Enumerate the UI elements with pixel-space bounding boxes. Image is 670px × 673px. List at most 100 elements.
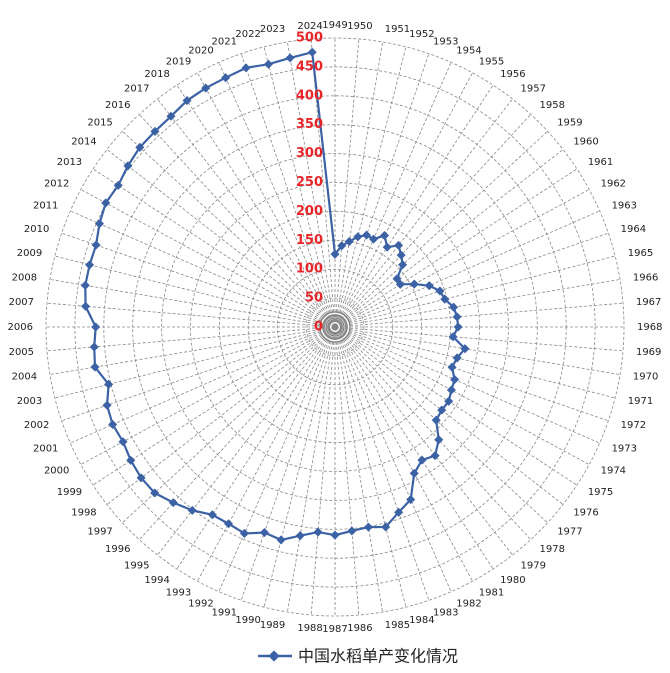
category-label: 1966 [633,272,658,283]
data-marker [453,322,463,332]
spoke [334,326,609,422]
category-label: 2007 [9,297,34,308]
spoke [334,46,407,328]
category-label: 2024 [297,21,322,32]
spoke [334,326,407,608]
category-label: 1998 [71,507,96,518]
category-label: 2001 [33,443,58,454]
category-label: 2009 [17,248,42,259]
data-marker [447,362,457,372]
category-label: 2018 [144,69,169,80]
spoke [122,130,336,328]
category-label: 2017 [124,84,149,95]
data-marker [362,230,372,240]
spoke [138,114,336,328]
category-label: 1975 [588,487,613,498]
spoke [334,130,548,328]
grid-ring [305,297,365,357]
data-marker [102,400,112,410]
r-tick-label: 400 [296,88,323,103]
spoke [334,326,513,556]
category-label: 1973 [612,443,637,454]
data-marker [91,240,101,250]
data-marker [123,161,133,171]
data-marker [396,250,406,260]
data-marker [435,286,445,296]
spoke [197,72,336,328]
category-label: 1974 [601,466,626,477]
legend-marker [268,650,280,662]
data-marker [201,83,211,93]
spoke [334,326,360,616]
data-marker [80,280,90,290]
category-label: 2023 [260,24,285,35]
spoke [176,84,336,328]
data-marker [276,535,286,545]
category-label: 1959 [557,117,582,128]
spoke [54,255,336,328]
category-label: 2010 [24,224,49,235]
legend-label: 中国水稻单产变化情况 [298,647,458,666]
category-label: 1954 [456,45,481,56]
spoke [334,326,600,444]
data-marker [363,522,373,532]
spoke [310,326,336,616]
category-label: 1993 [166,588,191,599]
category-label: 2016 [105,100,130,111]
spoke [334,326,383,613]
data-marker [369,234,379,244]
spoke [334,302,624,328]
category-label: 2020 [188,45,213,56]
category-label: 1990 [235,615,260,626]
data-marker [81,301,91,311]
data-marker [446,385,456,395]
category-label: 1989 [260,620,285,631]
category-label: 2000 [44,466,69,477]
data-marker [101,198,111,208]
spoke [334,326,578,486]
grid-ring [218,210,451,443]
spoke [334,326,616,399]
data-marker [239,528,249,538]
data-marker [150,488,160,498]
spoke [218,62,336,328]
category-label: 1958 [540,100,565,111]
r-tick-label: 500 [296,31,323,46]
category-label: 2005 [9,347,34,358]
category-label: 1984 [409,615,434,626]
data-marker [313,527,323,537]
category-label: 2022 [235,29,260,40]
spoke [287,41,336,328]
grid-ring [45,37,625,617]
data-marker [409,468,419,478]
category-label: 1995 [124,560,149,571]
spoke [334,326,473,582]
category-label: 1979 [520,560,545,571]
category-label: 2011 [33,201,58,212]
category-label: 1961 [588,157,613,168]
spoke [334,62,452,328]
r-tick-label: 50 [305,291,323,306]
data-marker [136,473,146,483]
spoke [106,149,336,328]
spoke [334,279,621,328]
spoke [61,232,336,328]
spoke [334,41,383,328]
data-marker [221,73,231,83]
spoke [334,326,564,505]
category-label: 1994 [144,575,169,586]
data-marker [182,96,192,106]
spoke [92,168,336,328]
category-label: 2006 [8,322,33,333]
data-marker [295,531,305,541]
category-label: 1965 [628,248,653,259]
grid-ring [74,66,596,588]
category-label: 2014 [71,137,96,148]
spoke [334,98,513,328]
data-marker [94,219,104,229]
spoke [334,326,621,375]
r-tick-label: 450 [296,59,323,74]
spoke [334,149,564,328]
category-label: 2008 [12,272,37,283]
data-marker [430,451,440,461]
